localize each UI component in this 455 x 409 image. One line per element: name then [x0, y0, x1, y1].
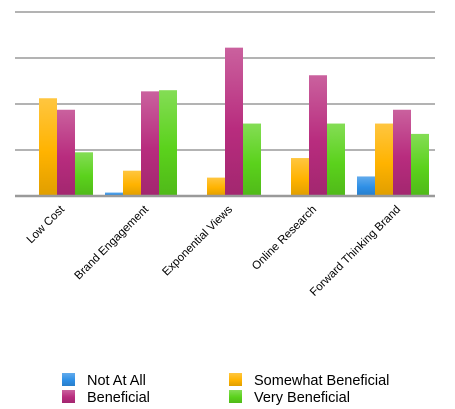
x-tick-label-low-cost: Low Cost	[25, 203, 68, 246]
bar-brand-engagement-very-beneficial	[159, 90, 177, 196]
bar-online-research-very-beneficial	[327, 123, 345, 196]
x-tick-labels: Low Cost Brand Engagement Exponential View…	[25, 203, 403, 299]
bar-low-cost-somewhat-beneficial	[39, 98, 57, 196]
bar-low-cost-very-beneficial	[75, 152, 93, 196]
legend-swatch-somewhat-beneficial	[229, 373, 242, 386]
x-tick-label-exponential-views: Exponential Views	[160, 203, 235, 278]
bar-forward-thinking-brand-very-beneficial	[411, 133, 429, 196]
bar-brand-engagement-beneficial	[141, 91, 159, 196]
legend-label-somewhat-beneficial: Somewhat Beneficial	[254, 373, 389, 389]
bar-brand-engagement-not-at-all	[105, 192, 123, 196]
legend-label-not-at-all: Not At All	[87, 373, 146, 389]
legend-swatch-very-beneficial	[229, 390, 242, 403]
bar-exponential-views-beneficial	[225, 47, 243, 197]
bar-forward-thinking-brand-somewhat-beneficial	[375, 123, 393, 196]
bar-forward-thinking-brand-beneficial	[393, 109, 411, 196]
bar-low-cost-beneficial	[57, 109, 75, 196]
legend: Not At All Somewhat Beneficial Beneficial V…	[62, 373, 389, 406]
legend-swatch-not-at-all	[62, 373, 75, 386]
bar-online-research-somewhat-beneficial	[291, 158, 309, 196]
bar-online-research-beneficial	[309, 75, 327, 196]
legend-label-very-beneficial: Very Beneficial	[254, 390, 350, 406]
bar-brand-engagement-somewhat-beneficial	[123, 170, 141, 196]
x-tick-label-forward-thinking-brand: Forward Thinking Brand	[308, 204, 403, 299]
bar-forward-thinking-brand-not-at-all	[357, 176, 375, 196]
bars	[39, 47, 429, 197]
legend-swatch-beneficial	[62, 390, 75, 403]
x-tick-label-online-research: Online Research	[250, 204, 319, 273]
x-tick-label-brand-engagement: Brand Engagement	[73, 203, 152, 282]
bar-exponential-views-somewhat-beneficial	[207, 177, 225, 196]
legend-label-beneficial: Beneficial	[87, 390, 150, 406]
bar-exponential-views-very-beneficial	[243, 123, 261, 196]
